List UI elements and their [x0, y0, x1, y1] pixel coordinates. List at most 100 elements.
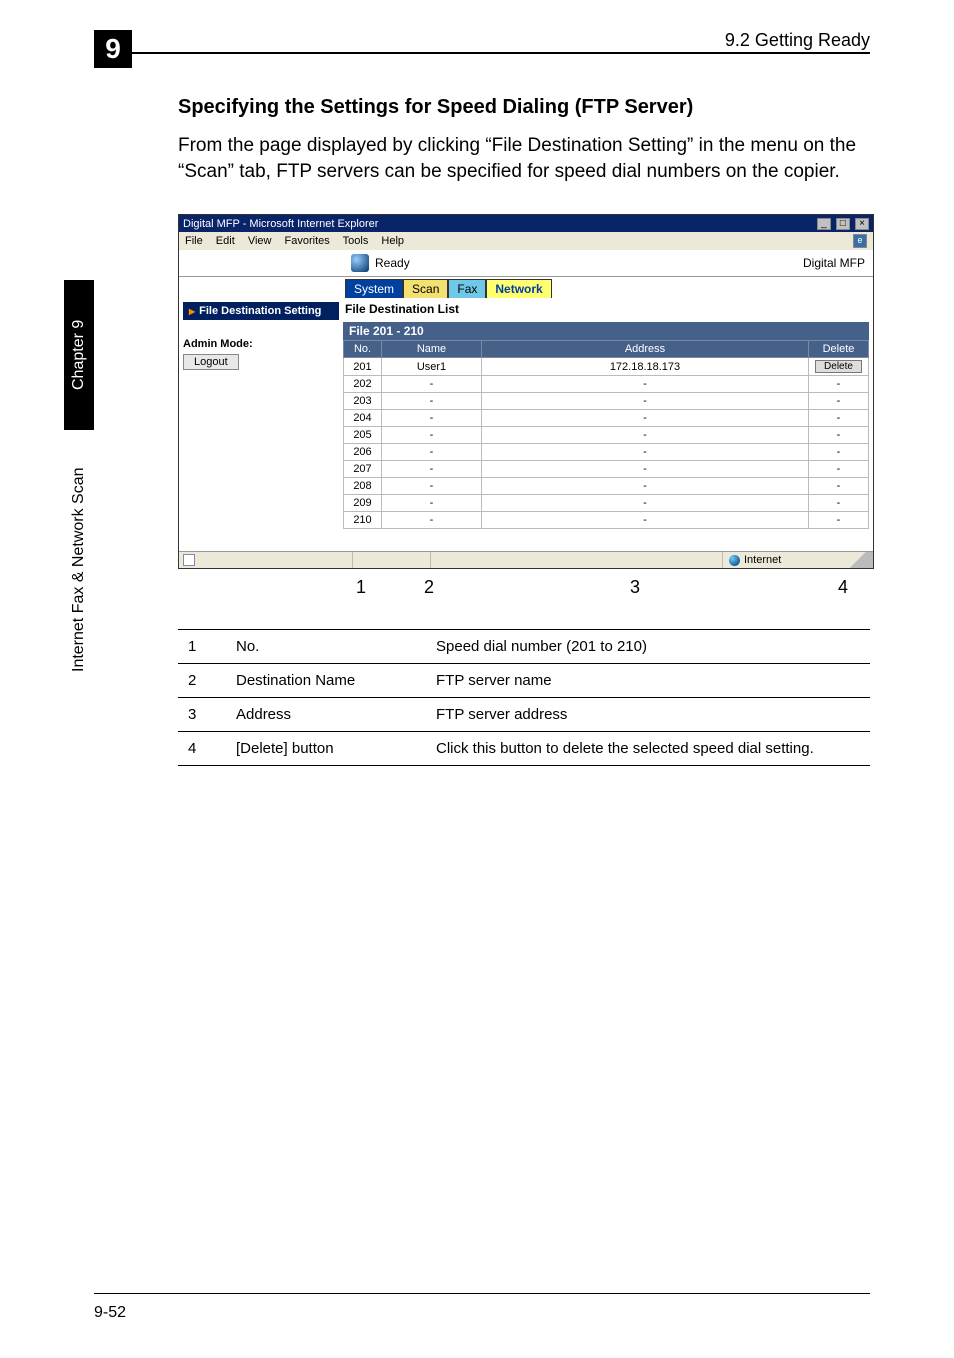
browser-menubar: File Edit View Favorites Tools Help e	[179, 232, 873, 250]
minimize-icon[interactable]: _	[817, 218, 831, 230]
ref-desc: FTP server address	[426, 698, 870, 732]
footer-rule	[94, 1293, 870, 1294]
ref-num: 1	[178, 630, 226, 664]
left-nav: File Destination Setting Admin Mode: Log…	[179, 298, 343, 551]
cell-name: -	[382, 495, 482, 512]
ref-row: 1 No. Speed dial number (201 to 210)	[178, 630, 870, 664]
reference-table: 1 No. Speed dial number (201 to 210) 2 D…	[178, 629, 870, 766]
side-tab-title: Internet Fax & Network Scan	[64, 430, 94, 710]
cell-name: -	[382, 376, 482, 393]
ref-row: 3 Address FTP server address	[178, 698, 870, 732]
sidebar-item-file-destination[interactable]: File Destination Setting	[183, 302, 339, 320]
table-row: 206---	[344, 444, 869, 461]
window-titlebar: Digital MFP - Microsoft Internet Explore…	[179, 215, 873, 232]
col-delete: Delete	[809, 341, 869, 358]
printer-status-icon	[351, 254, 369, 272]
table-row: 208---	[344, 478, 869, 495]
table-row: 201 User1 172.18.18.173 Delete	[344, 358, 869, 376]
table-row: 207---	[344, 461, 869, 478]
ref-label: Destination Name	[226, 664, 426, 698]
cell-no: 207	[344, 461, 382, 478]
ref-row: 4 [Delete] button Click this button to d…	[178, 732, 870, 766]
ref-desc: Speed dial number (201 to 210)	[426, 630, 870, 664]
cell-name: -	[382, 427, 482, 444]
tab-fax[interactable]: Fax	[448, 279, 486, 298]
main-sub-title: File 201 - 210	[343, 322, 869, 340]
ie-logo-icon: e	[853, 234, 867, 248]
cell-no: 201	[344, 358, 382, 376]
device-brand: Digital MFP	[803, 256, 865, 270]
tab-system[interactable]: System	[345, 279, 403, 298]
menu-view[interactable]: View	[248, 235, 272, 247]
cell-delete: -	[809, 410, 869, 427]
cell-no: 209	[344, 495, 382, 512]
col-address: Address	[482, 341, 809, 358]
cell-delete: -	[809, 444, 869, 461]
close-icon[interactable]: ×	[855, 218, 869, 230]
section-paragraph: From the page displayed by clicking “Fil…	[178, 133, 870, 184]
cell-name: -	[382, 478, 482, 495]
menu-file[interactable]: File	[185, 235, 203, 247]
side-tab-chapter: Chapter 9	[64, 280, 94, 430]
resize-grip-icon[interactable]	[843, 552, 873, 568]
col-name: Name	[382, 341, 482, 358]
delete-button[interactable]: Delete	[815, 360, 862, 373]
cell-address: -	[482, 393, 809, 410]
cell-no: 208	[344, 478, 382, 495]
cell-address: -	[482, 410, 809, 427]
cell-no: 203	[344, 393, 382, 410]
page-icon	[183, 554, 195, 566]
cell-name: User1	[382, 358, 482, 376]
page-number: 9-52	[94, 1304, 126, 1322]
cell-name: -	[382, 512, 482, 529]
cell-name: -	[382, 410, 482, 427]
table-row: 210---	[344, 512, 869, 529]
cell-address: 172.18.18.173	[482, 358, 809, 376]
printer-status-text: Ready	[375, 256, 410, 270]
ref-num: 2	[178, 664, 226, 698]
cell-delete: -	[809, 393, 869, 410]
cell-address: -	[482, 495, 809, 512]
menu-help[interactable]: Help	[381, 235, 404, 247]
ref-num: 4	[178, 732, 226, 766]
ref-row: 2 Destination Name FTP server name	[178, 664, 870, 698]
destination-table: No. Name Address Delete 201 User1 172.18…	[343, 340, 869, 529]
header-rule	[132, 52, 870, 54]
cell-delete: -	[809, 376, 869, 393]
browser-window: Digital MFP - Microsoft Internet Explore…	[178, 214, 874, 569]
window-controls: _ □ ×	[815, 217, 869, 230]
main-section-title: File Destination List	[343, 298, 869, 322]
maximize-icon[interactable]: □	[836, 218, 850, 230]
table-row: 205---	[344, 427, 869, 444]
cell-no: 206	[344, 444, 382, 461]
window-title: Digital MFP - Microsoft Internet Explore…	[183, 218, 378, 230]
internet-zone-icon	[729, 555, 740, 566]
table-row: 203---	[344, 393, 869, 410]
menu-tools[interactable]: Tools	[343, 235, 369, 247]
cell-no: 205	[344, 427, 382, 444]
cell-address: -	[482, 478, 809, 495]
cell-address: -	[482, 512, 809, 529]
callout-2: 2	[424, 577, 434, 598]
callout-4: 4	[838, 577, 848, 598]
main-tabs: System Scan Fax Network	[339, 277, 873, 298]
callout-1: 1	[356, 577, 366, 598]
table-row: 204---	[344, 410, 869, 427]
cell-no: 202	[344, 376, 382, 393]
tab-scan[interactable]: Scan	[403, 279, 448, 298]
menu-favorites[interactable]: Favorites	[285, 235, 330, 247]
menu-edit[interactable]: Edit	[216, 235, 235, 247]
side-tab: Chapter 9 Internet Fax & Network Scan	[64, 280, 94, 710]
admin-mode-label: Admin Mode:	[183, 338, 339, 350]
cell-name: -	[382, 393, 482, 410]
browser-statusbar: Internet	[179, 551, 873, 568]
cell-delete: -	[809, 478, 869, 495]
callout-3: 3	[630, 577, 640, 598]
logout-button[interactable]: Logout	[183, 354, 239, 370]
ref-label: No.	[226, 630, 426, 664]
ref-label: Address	[226, 698, 426, 732]
cell-address: -	[482, 461, 809, 478]
tab-network[interactable]: Network	[486, 279, 551, 298]
cell-address: -	[482, 376, 809, 393]
cell-no: 204	[344, 410, 382, 427]
